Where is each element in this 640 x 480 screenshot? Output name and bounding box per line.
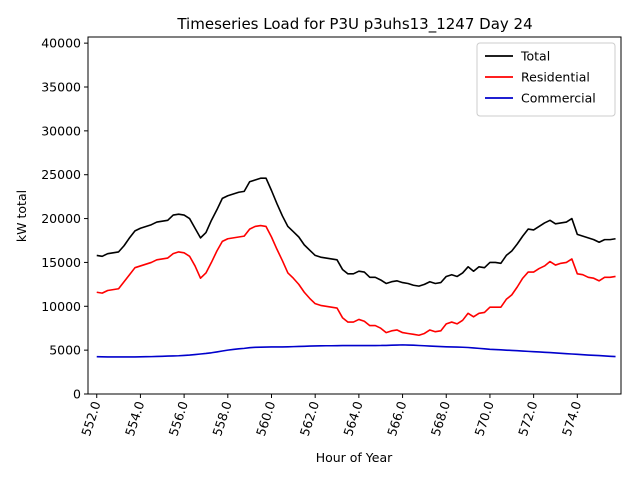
y-tick-label: 40000 xyxy=(41,36,81,51)
x-tick-label: 558.0 xyxy=(209,399,234,438)
x-axis-title: Hour of Year xyxy=(316,450,393,465)
legend-label-total: Total xyxy=(520,49,550,64)
y-axis: 0 5000 10000 15000 20000 25000 30000 35000 40000 xyxy=(41,36,88,402)
x-tick-label: 552.0 xyxy=(78,399,103,438)
y-axis-title: kW total xyxy=(14,190,29,242)
x-tick-label: 562.0 xyxy=(297,399,322,438)
x-tick-label: 568.0 xyxy=(428,399,453,438)
legend: Total Residential Commercial xyxy=(476,42,616,117)
x-tick-label: 560.0 xyxy=(253,399,278,438)
x-axis: 552.0 554.0 556.0 558.0 560.0 562.0 564.0 566.0… xyxy=(78,394,584,438)
legend-label-commercial: Commercial xyxy=(521,91,596,106)
x-tick-label: 574.0 xyxy=(559,399,584,438)
y-tick-label: 5000 xyxy=(49,343,81,358)
y-tick-label: 20000 xyxy=(41,211,81,226)
x-tick-label: 564.0 xyxy=(340,399,365,438)
series-line-total xyxy=(96,177,616,287)
y-tick-label: 35000 xyxy=(41,79,81,94)
series-line-residential xyxy=(96,224,616,337)
y-tick-label: 10000 xyxy=(41,299,81,314)
chart-title: Timeseries Load for P3U p3uhs13_1247 Day… xyxy=(176,15,532,34)
legend-label-residential: Residential xyxy=(521,70,590,85)
plot-series xyxy=(96,177,616,358)
y-tick-label: 25000 xyxy=(41,167,81,182)
y-tick-label: 15000 xyxy=(41,255,81,270)
x-tick-label: 566.0 xyxy=(384,399,409,438)
y-tick-label: 30000 xyxy=(41,123,81,138)
x-tick-label: 572.0 xyxy=(515,399,540,438)
x-tick-label: 570.0 xyxy=(471,399,496,438)
x-tick-label: 556.0 xyxy=(166,399,191,438)
y-tick-label: 0 xyxy=(73,387,81,402)
series-line-commercial xyxy=(96,344,616,358)
plot-frame xyxy=(87,36,622,395)
x-tick-label: 554.0 xyxy=(122,399,147,438)
